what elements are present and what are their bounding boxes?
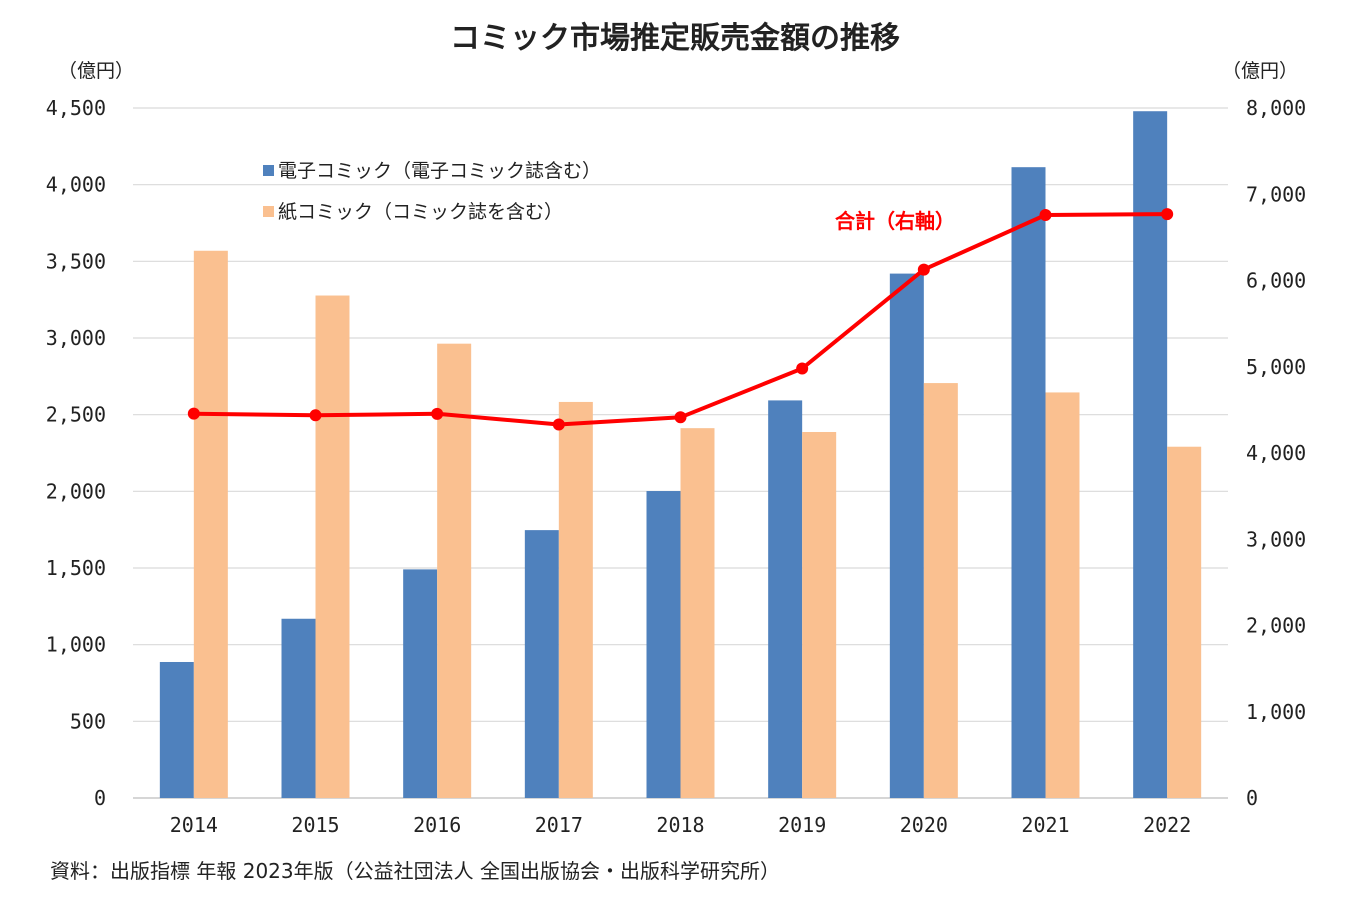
legend-label-digital: 電子コミック（電子コミック誌含む） [278,160,601,182]
total-point-2021 [1039,209,1052,222]
bar-digital-2018 [646,491,681,798]
bar-digital-2021 [1011,167,1046,799]
right-tick-label: 2,000 [1246,614,1306,638]
bar-digital-2022 [1133,111,1168,799]
right-tick-label: 0 [1246,786,1258,810]
x-tick-label: 2016 [413,813,461,837]
legend-swatch-print [263,206,274,217]
left-tick-label: 0 [94,786,106,810]
left-tick-label: 500 [70,709,106,733]
right-tick-label: 5,000 [1246,355,1306,379]
total-point-2018 [674,411,687,424]
total-point-2022 [1161,208,1174,221]
bar-print-2015 [315,295,350,798]
x-tick-label: 2018 [656,813,704,837]
chart-title: コミック市場推定販売金額の推移 [450,21,900,56]
legend-swatch-digital [263,165,274,176]
left-tick-label: 2,500 [46,403,106,427]
x-tick-label: 2020 [900,813,948,837]
bar-print-2022 [1167,446,1202,798]
bar-digital-2017 [524,530,559,798]
bar-print-2014 [193,250,228,799]
legend-label-print: 紙コミック（コミック誌を含む） [278,201,563,223]
total-point-2015 [309,409,322,422]
bars [159,111,1202,799]
x-tick-label: 2019 [778,813,826,837]
total-point-2014 [187,407,200,420]
total-point-2020 [917,263,930,276]
right-tick-label: 7,000 [1246,182,1306,206]
left-axis-unit: （億円） [58,60,134,82]
total-point-2017 [552,418,565,431]
bar-digital-2019 [768,400,803,798]
source-note: 資料：出版指標 年報 2023年版（公益社団法人 全国出版協会・出版科学研究所） [50,859,780,883]
left-tick-label: 1,000 [46,633,106,657]
left-tick-label: 3,000 [46,326,106,350]
left-axis-ticks: 0 500 1,000 1,500 2,000 2,500 3,000 3,500 4,000 4… [46,96,106,810]
right-tick-label: 8,000 [1246,96,1306,120]
bar-digital-2015 [281,618,316,798]
left-tick-label: 2,000 [46,479,106,503]
total-series-label: 合計（右軸） [835,209,955,233]
x-tick-label: 2021 [1021,813,1069,837]
bar-print-2016 [437,343,472,798]
x-tick-label: 2017 [535,813,583,837]
right-axis-ticks: 0 1,000 2,000 3,000 4,000 5,000 6,000 7,000 8,00… [1246,96,1306,810]
left-tick-label: 3,500 [46,249,106,273]
left-tick-label: 4,000 [46,173,106,197]
x-tick-label: 2014 [170,813,218,837]
bar-print-2019 [802,431,837,798]
left-tick-label: 4,500 [46,96,106,120]
legend: 電子コミック（電子コミック誌含む） 紙コミック（コミック誌を含む） [263,160,601,223]
total-line-layer [187,208,1174,431]
right-axis-unit: （億円） [1222,60,1298,82]
x-axis-ticks: 2014 2015 2016 2017 2018 2019 2020 2021 2022 [170,813,1192,837]
total-point-2016 [431,407,444,420]
right-tick-label: 6,000 [1246,269,1306,293]
bar-print-2017 [558,401,593,798]
total-point-2019 [796,362,809,375]
right-tick-label: 4,000 [1246,441,1306,465]
bar-print-2018 [680,428,715,798]
right-tick-label: 1,000 [1246,700,1306,724]
bar-digital-2016 [403,569,438,798]
bar-print-2021 [1045,392,1080,798]
right-tick-label: 3,000 [1246,527,1306,551]
bar-digital-2020 [889,273,924,799]
x-tick-label: 2022 [1143,813,1191,837]
left-tick-label: 1,500 [46,556,106,580]
bar-digital-2014 [159,661,194,798]
x-tick-label: 2015 [291,813,339,837]
bar-print-2020 [923,383,958,798]
